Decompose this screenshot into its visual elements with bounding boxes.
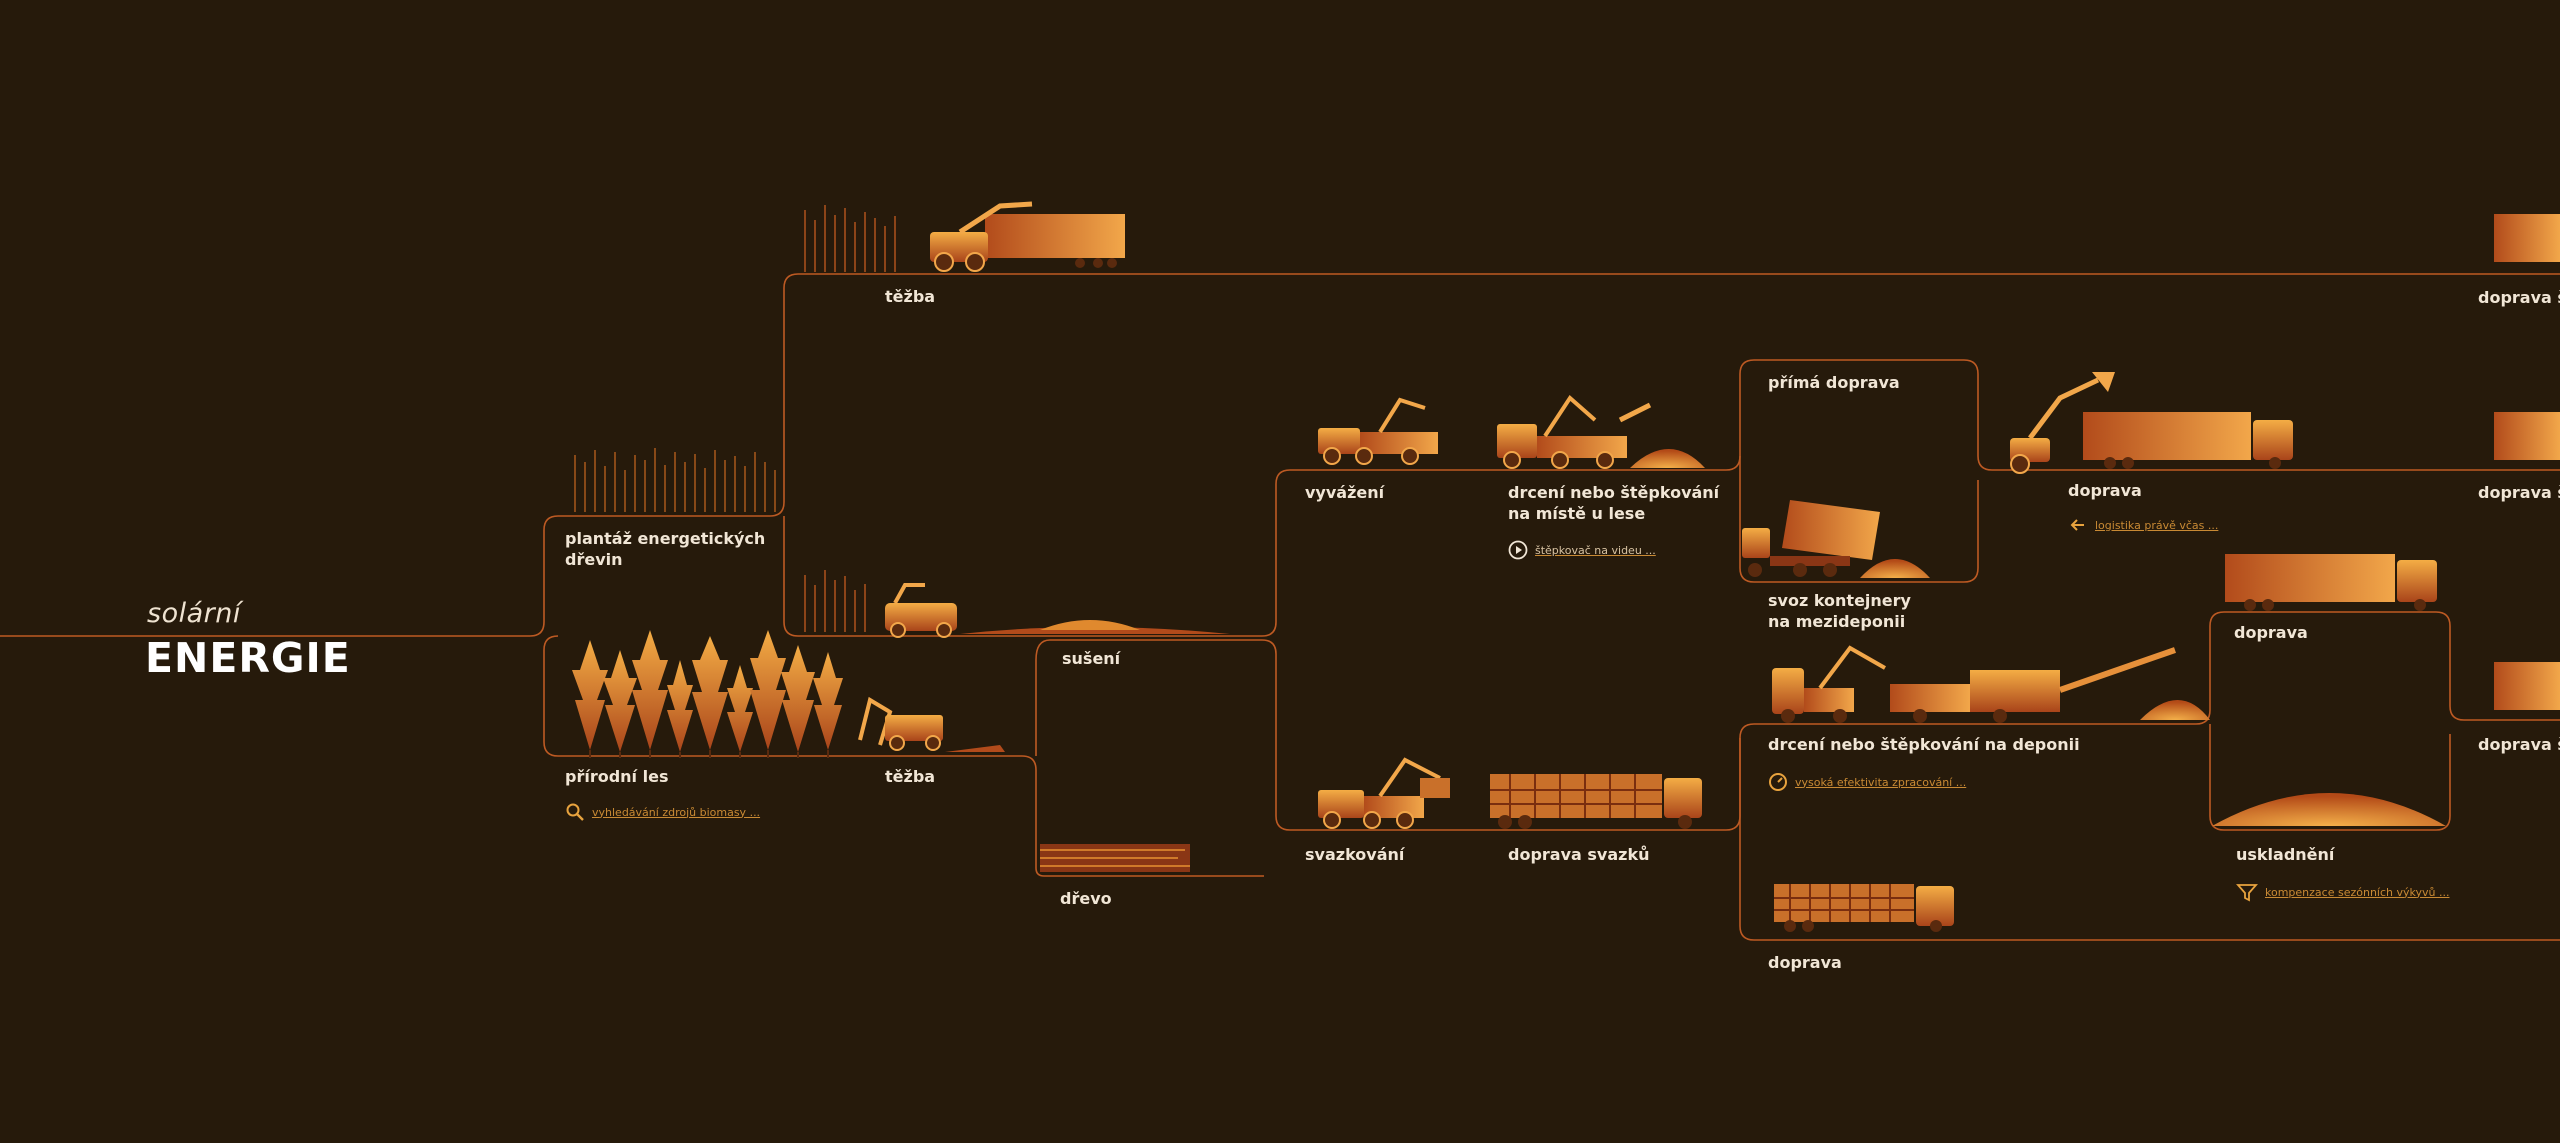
link-kompenzace-text: kompenzace sezónních výkyvů ... — [2265, 885, 2450, 899]
node-doprava-stepky-2[interactable]: doprava štěpky — [2478, 483, 2560, 502]
gauge-icon — [1769, 773, 1787, 791]
node-tezba-forest[interactable]: těžba — [885, 767, 936, 786]
forwarder-illustration — [1318, 397, 1438, 465]
node-doprava-mid[interactable]: doprava — [2234, 623, 2308, 642]
node-doprava-stepky-3[interactable]: doprava štěpky — [2478, 735, 2560, 754]
node-plantaz[interactable]: plantáž energetických dřevin — [565, 529, 766, 569]
link-efektivita[interactable]: vysoká efektivita zpracování ... — [1768, 772, 1966, 792]
loader-truck-illustration — [2010, 372, 2293, 474]
node-doprava-svazku[interactable]: doprava svazků — [1508, 845, 1650, 864]
log-truck-illustration — [1774, 884, 1954, 932]
node-prima-doprava[interactable]: přímá doprava — [1768, 373, 1900, 392]
node-drevo[interactable]: dřevo — [1060, 889, 1112, 908]
container-truck-illustration — [1742, 500, 1930, 578]
link-logistika-text: logistika právě včas ... — [2095, 518, 2219, 532]
plantation-reeds-illustration — [574, 448, 776, 512]
edge-trucks-illustration — [2494, 214, 2560, 710]
node-doprava-top[interactable]: doprava — [2068, 481, 2142, 500]
forest-trees-illustration — [572, 630, 1005, 758]
link-logistika[interactable]: logistika právě včas ... — [2068, 518, 2218, 532]
link-stepkovac-video[interactable]: štěpkovač na videu ... — [1508, 540, 1656, 560]
play-icon — [1508, 540, 1528, 560]
node-drceni-les[interactable]: drcení nebo štěpkování na místě u lese — [1508, 483, 1720, 523]
storage-truck-illustration — [2225, 554, 2437, 611]
node-drceni-deponie[interactable]: drcení nebo štěpkování na deponii — [1768, 735, 2080, 754]
link-efektivita-text: vysoká efektivita zpracování ... — [1795, 775, 1967, 789]
node-suseni[interactable]: sušení — [1062, 649, 1121, 668]
arrow-left-icon — [2070, 519, 2084, 531]
node-doprava-bottom[interactable]: doprava — [1768, 953, 1842, 972]
deponie-chipper-illustration — [1772, 645, 2210, 723]
node-doprava-stepky-1[interactable]: doprava štěpky — [2478, 288, 2560, 307]
bundler-illustration — [1318, 757, 1450, 829]
harvester-top-illustration — [804, 201, 1125, 272]
wood-logs-illustration — [1040, 844, 1190, 872]
hero-title: ENERGIE — [145, 634, 351, 682]
node-prirodni-les[interactable]: přírodní les — [565, 767, 669, 786]
node-svoz-kontejnery[interactable]: svoz kontejnery na mezideponii — [1768, 591, 1911, 631]
link-vyhledavani-text: vyhledávání zdrojů biomasy ... — [592, 805, 761, 819]
link-kompenzace[interactable]: kompenzace sezónních výkyvů ... — [2236, 882, 2449, 902]
harvester-plantation-illustration — [804, 570, 1230, 638]
node-uskladneni[interactable]: uskladnění — [2236, 845, 2335, 864]
storage-pile-illustration — [2212, 793, 2446, 826]
hero-subtitle: solární — [147, 598, 241, 629]
node-tezba-top[interactable]: těžba — [885, 287, 936, 306]
funnel-icon — [2236, 884, 2258, 902]
link-vyhledavani[interactable]: vyhledávání zdrojů biomasy ... — [565, 802, 760, 822]
node-svazkovani[interactable]: svazkování — [1305, 845, 1405, 864]
search-icon — [566, 803, 584, 821]
forest-chipper-illustration — [1497, 394, 1705, 469]
link-stepkovac-video-text: štěpkovač na videu ... — [1535, 543, 1656, 557]
bundle-truck-illustration — [1490, 774, 1702, 829]
node-vyvazeni[interactable]: vyvážení — [1305, 483, 1385, 502]
